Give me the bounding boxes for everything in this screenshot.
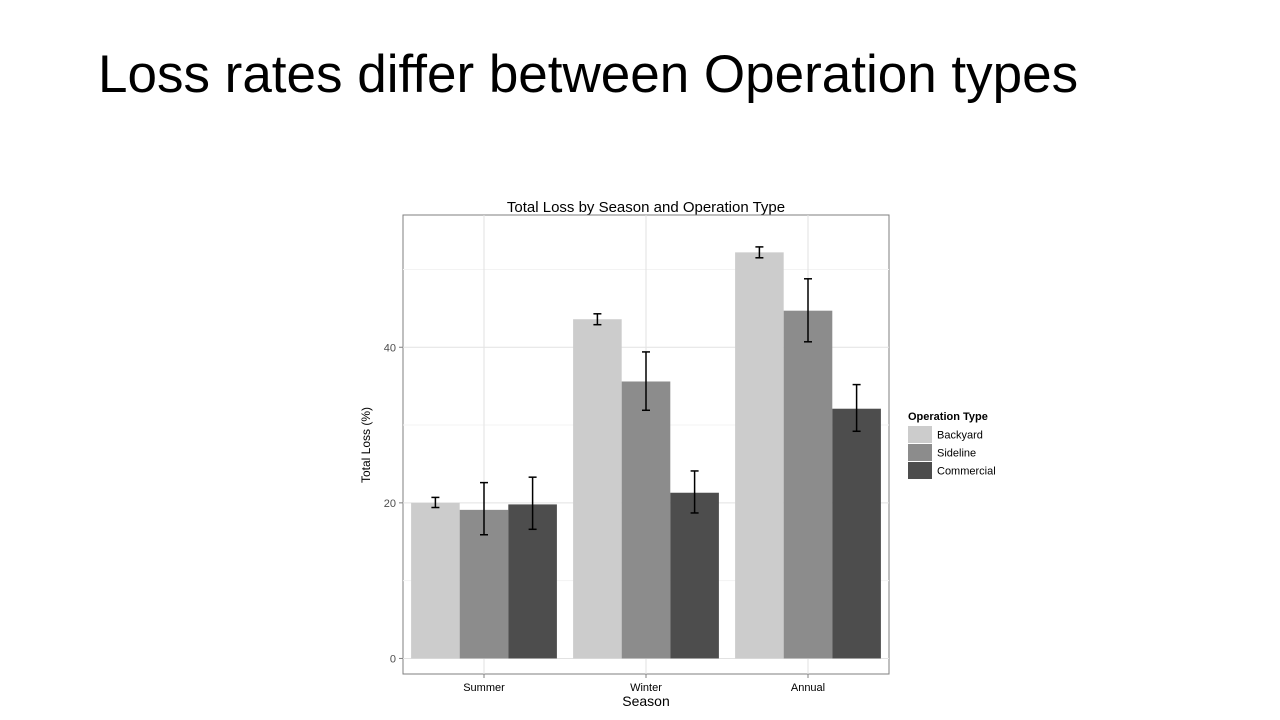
x-tick-label: Annual [791,682,825,694]
y-axis-label: Total Loss (%) [359,407,373,483]
bar-sideline-winter [621,381,671,659]
slide-title: Loss rates differ between Operation type… [98,45,1079,104]
axes: 0 20 40 Summer Winter Annual [384,342,825,694]
chart: Total Loss by Season and Operation Type … [359,199,996,709]
bar-backyard-summer [411,502,460,659]
legend-swatch-commercial [908,462,932,479]
x-tick-label: Summer [463,682,505,694]
legend-label-backyard: Backyard [937,430,983,442]
bar-backyard-winter [573,319,622,659]
legend: Operation Type Backyard Sideline Commercia… [908,411,996,479]
bar-commercial-winter [670,492,719,659]
legend-label-sideline: Sideline [937,448,976,460]
error-bars [431,246,861,536]
legend-title: Operation Type [908,411,988,423]
bar-commercial-annual [832,408,881,659]
legend-swatch-sideline [908,444,932,461]
bar-backyard-annual [735,252,784,659]
x-axis-label: Season [622,693,669,709]
chart-title: Total Loss by Season and Operation Type [507,199,785,216]
y-tick-label: 40 [384,342,396,354]
bars [411,252,881,659]
legend-swatch-backyard [908,426,932,443]
y-tick-label: 0 [390,653,396,665]
x-tick-label: Winter [630,682,662,694]
bar-commercial-summer [508,504,557,659]
y-tick-label: 20 [384,498,396,510]
bar-sideline-annual [783,310,833,659]
legend-label-commercial: Commercial [937,466,996,478]
